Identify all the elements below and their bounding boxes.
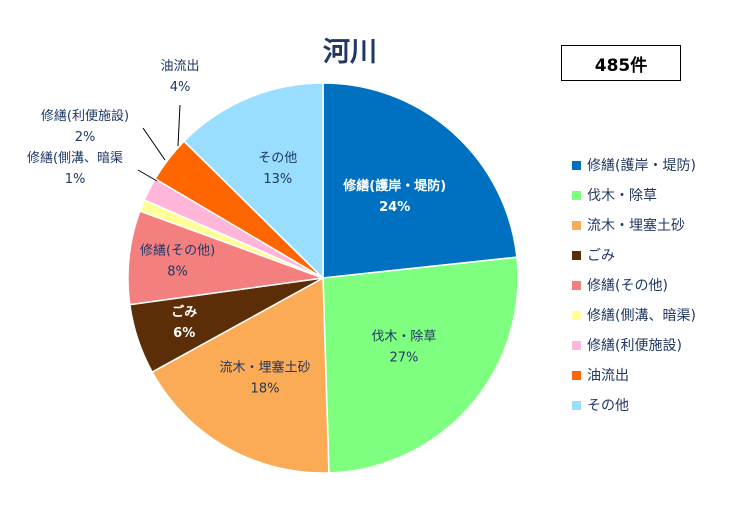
- legend-swatch-6: [572, 340, 581, 350]
- chart-title: 河川: [323, 37, 377, 68]
- slice-percent-8: 13%: [263, 172, 292, 187]
- slice-label-6: 修繕(利便施設): [41, 108, 129, 124]
- legend-label-2: 流木・埋塞土砂: [587, 218, 685, 234]
- leader-line-7: [177, 104, 181, 147]
- slice-label-8: その他: [258, 151, 297, 166]
- slice-label-0: 修繕(護岸・堤防): [342, 178, 446, 194]
- legend-item-3: ごみ: [572, 240, 696, 270]
- legend-item-1: 伐木・除草: [572, 180, 696, 210]
- legend-item-7: 油流出: [572, 360, 696, 390]
- pie-slice-2: [151, 276, 330, 474]
- slice-percent-2: 18%: [251, 382, 280, 397]
- total-count: 485件: [594, 55, 648, 76]
- slice-label-4: 修繕(その他): [140, 242, 215, 258]
- legend-label-7: 油流出: [587, 368, 629, 384]
- slice-percent-6: 2%: [75, 130, 96, 145]
- leader-line-6: [142, 127, 166, 161]
- legend-swatch-0: [572, 160, 581, 170]
- slice-label-3: ごみ: [171, 304, 197, 320]
- slice-percent-7: 4%: [170, 80, 191, 95]
- legend-item-2: 流木・埋塞土砂: [572, 210, 696, 240]
- legend-swatch-7: [572, 370, 581, 380]
- legend-item-8: その他: [572, 390, 696, 420]
- legend-swatch-5: [572, 310, 581, 320]
- slice-percent-1: 27%: [389, 351, 418, 366]
- slice-percent-4: 8%: [167, 264, 188, 279]
- slice-label-2: 流木・埋塞土砂: [219, 360, 310, 376]
- legend-swatch-8: [572, 400, 581, 410]
- legend-item-6: 修繕(利便施設): [572, 330, 696, 360]
- slice-label-5: 修繕(側溝、暗渠: [27, 150, 123, 166]
- slice-percent-5: 1%: [65, 172, 86, 187]
- slice-label-7: 油流出: [160, 59, 199, 74]
- legend-label-0: 修繕(護岸・堤防): [587, 158, 696, 174]
- legend-label-6: 修繕(利便施設): [587, 338, 682, 354]
- legend-swatch-3: [572, 250, 581, 260]
- legend-label-1: 伐木・除草: [587, 188, 657, 204]
- pie-slice-4: [127, 210, 324, 306]
- pie-slice-1: [322, 256, 519, 474]
- legend: 修繕(護岸・堤防) 伐木・除草流木・埋塞土砂 ごみ修繕(その他) 修繕(側溝、暗渠) 修…: [572, 150, 696, 420]
- legend-label-3: ごみ: [587, 248, 615, 264]
- legend-item-4: 修繕(その他): [572, 270, 696, 300]
- legend-swatch-2: [572, 220, 581, 230]
- legend-item-0: 修繕(護岸・堤防): [572, 150, 696, 180]
- legend-swatch-1: [572, 190, 581, 200]
- pie-slice-0: [322, 82, 518, 279]
- legend-swatch-4: [572, 280, 581, 290]
- slice-percent-0: 24%: [379, 200, 410, 215]
- legend-label-8: その他: [587, 398, 629, 414]
- legend-item-5: 修繕(側溝、暗渠): [572, 300, 696, 330]
- legend-label-5: 修繕(側溝、暗渠): [587, 308, 696, 324]
- legend-label-4: 修繕(その他): [587, 278, 668, 294]
- leader-line-5: [137, 169, 158, 182]
- slice-percent-3: 6%: [173, 326, 195, 341]
- pie-slice-8: [183, 82, 324, 280]
- slice-label-1: 伐木・除草: [371, 330, 436, 345]
- total-count-box: 485件: [561, 45, 681, 81]
